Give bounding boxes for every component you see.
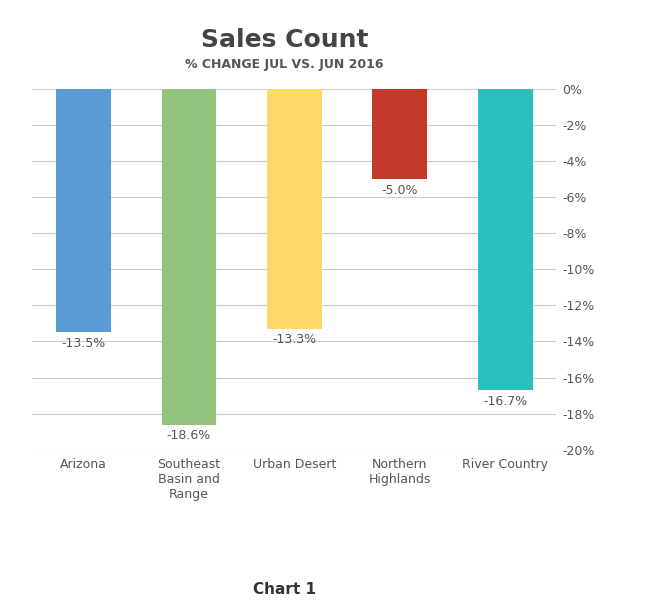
Bar	[267, 89, 322, 329]
Text: -18.6%: -18.6%	[167, 429, 211, 442]
Text: -13.5%: -13.5%	[61, 337, 105, 350]
Bar	[162, 89, 216, 425]
Text: -5.0%: -5.0%	[382, 184, 418, 196]
Bar	[477, 89, 532, 390]
Text: -16.7%: -16.7%	[483, 395, 527, 408]
Bar	[56, 89, 111, 332]
Bar	[373, 89, 427, 179]
Text: Chart 1: Chart 1	[253, 581, 316, 597]
Text: % CHANGE JUL VS. JUN 2016: % CHANGE JUL VS. JUN 2016	[186, 58, 384, 71]
Text: Sales Count: Sales Count	[201, 28, 368, 51]
Text: -13.3%: -13.3%	[272, 334, 316, 346]
